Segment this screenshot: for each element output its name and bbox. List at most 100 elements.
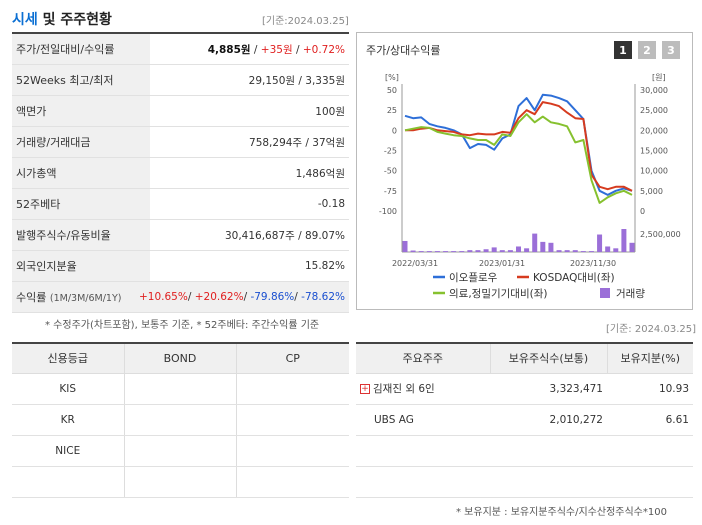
holder-name xyxy=(356,435,490,467)
summary-row: 52Weeks 최고/최저 29,150원 / 3,335원 xyxy=(12,65,349,96)
chart-tabs: 1 2 3 xyxy=(614,41,680,59)
y-left-tick-label: 50 xyxy=(387,86,397,95)
major-holders-table: 주요주주 보유주식수(보통) 보유지분(%) + 김재진 외 6인 3,323,4… xyxy=(356,342,693,498)
volume-bar xyxy=(597,234,603,252)
x-tick-label: 2023/11/30 xyxy=(570,259,616,268)
y-left-tick-label: -25 xyxy=(384,147,397,156)
holder-pct xyxy=(607,435,693,467)
volume-bar xyxy=(629,242,635,252)
summary-label: 52Weeks 최고/최저 xyxy=(12,65,150,95)
legend-label: KOSDAQ대비(좌) xyxy=(533,272,615,284)
y-left-tick-label: -50 xyxy=(384,167,397,176)
volume-bar xyxy=(613,248,619,252)
y-left-tick-label: 0 xyxy=(392,126,397,135)
volume-bar xyxy=(443,251,449,252)
volume-bar xyxy=(621,229,627,252)
y-right-tick-label: 10,000 xyxy=(640,167,668,176)
volume-bar xyxy=(467,250,473,252)
y-right-tick-label: 0 xyxy=(640,207,645,216)
table-row xyxy=(356,466,693,498)
table-cell: KR xyxy=(12,404,125,436)
legend-label: 이오플로우 xyxy=(449,272,498,284)
y-left-tick-label: -75 xyxy=(384,187,397,196)
y-right-tick-label: 15,000 xyxy=(640,147,668,156)
volume-bar xyxy=(475,250,481,252)
x-tick-label: 2023/01/31 xyxy=(479,259,525,268)
series-line xyxy=(404,93,633,196)
y-left-tick-label: -100 xyxy=(379,207,397,216)
right-unit-label: [원] xyxy=(652,73,666,82)
table-row xyxy=(356,435,693,467)
holder-shares xyxy=(490,435,607,467)
volume-bar xyxy=(588,251,594,252)
summary-value: 1,486억원 xyxy=(295,167,345,180)
volume-bar xyxy=(434,251,440,252)
volume-bar xyxy=(499,250,505,252)
summary-label: 주가/전일대비/수익률 xyxy=(12,34,150,64)
returns-periods: (1M/3M/6M/1Y) xyxy=(49,293,122,304)
expand-plus-icon[interactable]: + xyxy=(360,384,370,394)
table-header: 주요주주 보유주식수(보통) 보유지분(%) xyxy=(356,343,693,374)
base-date: [기준:2024.03.25] xyxy=(262,16,349,27)
summary-value: 758,294주 / 37억원 xyxy=(249,136,345,149)
table-cell xyxy=(124,466,237,498)
summary-row: 주가/전일대비/수익률 4,885원 / +35원 / +0.72% xyxy=(12,34,349,65)
credit-rating-table: 신용등급 BOND CP KIS KR NICE xyxy=(12,342,349,498)
section-title: 시세 및 주주현황 xyxy=(12,12,112,28)
summary-value: 30,416,687주 / 89.07% xyxy=(224,229,345,242)
series-line xyxy=(404,113,633,204)
y-right-tick-label: 30,000 xyxy=(640,86,668,95)
y-right-tick-label: 25,000 xyxy=(640,106,668,115)
volume-bar xyxy=(491,247,497,252)
summary-label: 시가총액 xyxy=(12,158,150,188)
volume-bar xyxy=(540,241,546,252)
table-row: NICE xyxy=(12,435,349,467)
volume-bar xyxy=(556,250,562,252)
column-header: CP xyxy=(236,343,349,374)
returns-row: 수익률 (1M/3M/6M/1Y) +10.65%/ +20.62%/ -79.… xyxy=(12,282,349,313)
volume-bar xyxy=(451,251,457,252)
returns-values: +10.65%/ +20.62%/ -79.86%/ -78.62% xyxy=(138,291,345,303)
series-line xyxy=(405,101,633,192)
chart-tab-2[interactable]: 2 xyxy=(638,41,656,59)
chart-tab-1[interactable]: 1 xyxy=(614,41,632,59)
holder-base-date: [기준: 2024.03.25] xyxy=(606,324,697,335)
volume-bar xyxy=(516,246,521,252)
column-header: 보유주식수(보통) xyxy=(490,343,608,374)
table-row: KIS xyxy=(12,373,349,405)
table-header: 신용등급 BOND CP xyxy=(12,343,349,374)
summary-row: 거래량/거래대금 758,294주 / 37억원 xyxy=(12,127,349,158)
volume-bar xyxy=(580,251,586,252)
holder-pct xyxy=(607,466,693,498)
summary-value: 29,150원 / 3,335원 xyxy=(248,74,345,87)
volume-bar xyxy=(548,242,554,252)
summary-label: 액면가 xyxy=(12,96,150,126)
y-right-tick-label: 20,000 xyxy=(640,126,668,135)
legend-swatch xyxy=(600,288,610,298)
summary-row: 시가총액 1,486억원 xyxy=(12,158,349,189)
table-cell xyxy=(124,404,237,436)
summary-row: 액면가 100원 xyxy=(12,96,349,127)
footnote: * 보유지분 : 보유지분주식수/지수산정주식수*100 xyxy=(456,507,667,518)
volume-bar xyxy=(402,240,408,252)
price-chart: [%] [원] 50 25 0 -25 -50 -75 -100 30,000 25,000 20,0… xyxy=(379,73,681,300)
column-header: 주요주주 xyxy=(356,343,491,374)
volume-bar xyxy=(459,251,465,252)
summary-value: 100원 xyxy=(315,105,345,118)
table-row: UBS AG 2,010,272 6.61 xyxy=(356,404,693,436)
legend-label: 의료,정밀기기대비(좌) xyxy=(449,288,547,300)
table-cell xyxy=(236,404,349,436)
table-cell: KIS xyxy=(12,373,125,405)
chart-title: 주가/상대수익률 xyxy=(366,44,441,57)
summary-label: 외국인지분율 xyxy=(12,251,150,281)
price-summary-table: 주가/전일대비/수익률 4,885원 / +35원 / +0.72% 52Wee… xyxy=(12,32,349,313)
footnote: * 수정주가(차트포함), 보통주 기준, * 52주베타: 주간수익률 기준 xyxy=(45,320,320,331)
chart-tab-3[interactable]: 3 xyxy=(662,41,680,59)
summary-label: 발행주식수/유동비율 xyxy=(12,220,150,250)
table-cell xyxy=(124,435,237,467)
volume-bar xyxy=(410,250,416,252)
column-header: 보유지분(%) xyxy=(607,343,693,374)
summary-row: 외국인지분율 15.82% xyxy=(12,251,349,282)
volume-bar xyxy=(605,246,611,252)
summary-value: -0.18 xyxy=(317,198,345,210)
